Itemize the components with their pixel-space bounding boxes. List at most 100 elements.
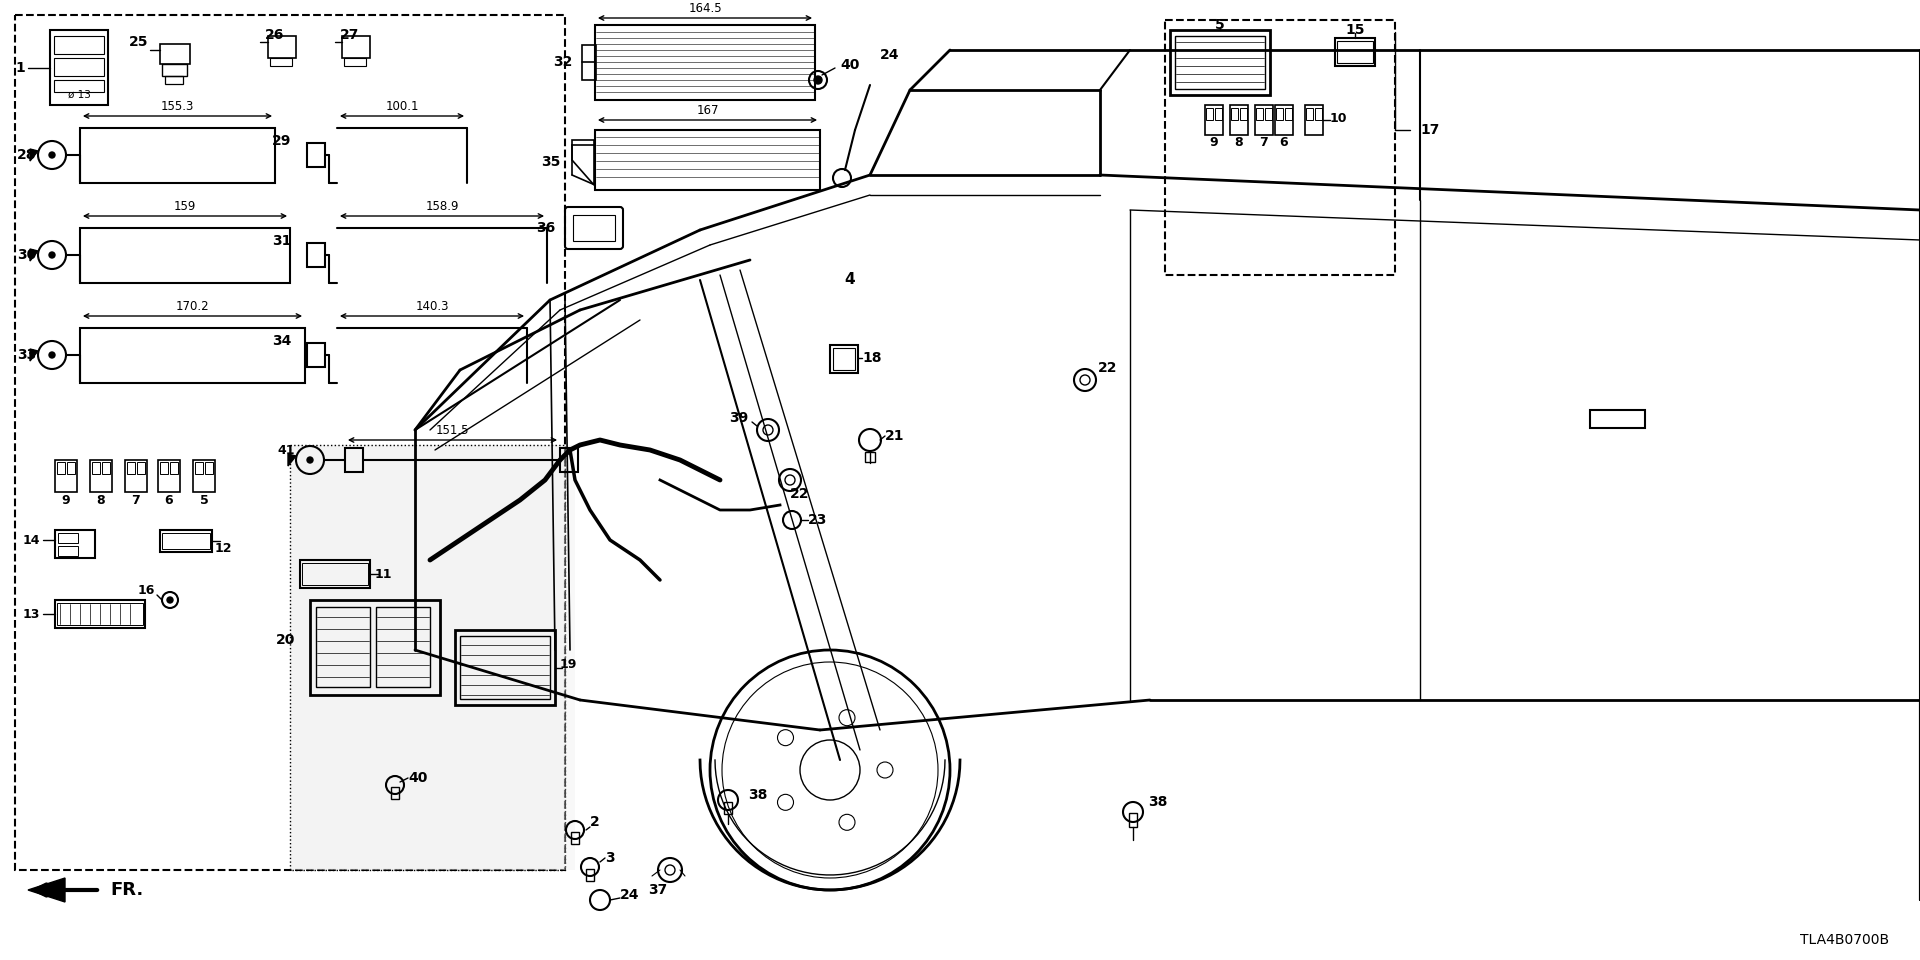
Bar xyxy=(1206,108,1213,120)
Text: 158.9: 158.9 xyxy=(424,200,459,212)
Text: 26: 26 xyxy=(265,28,284,42)
Text: 6: 6 xyxy=(165,493,173,507)
Bar xyxy=(1336,41,1373,63)
Text: 14: 14 xyxy=(23,534,40,546)
Text: 8: 8 xyxy=(96,493,106,507)
Text: 38: 38 xyxy=(1148,795,1167,809)
Bar xyxy=(102,462,109,474)
Bar xyxy=(586,869,593,881)
Bar xyxy=(1165,20,1396,275)
Circle shape xyxy=(814,76,822,84)
Text: 22: 22 xyxy=(1098,361,1117,375)
Text: 5: 5 xyxy=(200,493,209,507)
Bar xyxy=(127,462,134,474)
Bar xyxy=(307,143,324,167)
Bar xyxy=(1334,38,1375,66)
Text: ø 13: ø 13 xyxy=(67,90,90,100)
Bar xyxy=(1590,410,1645,428)
Bar xyxy=(92,462,100,474)
Text: 159: 159 xyxy=(175,200,196,212)
Text: 33: 33 xyxy=(17,348,36,362)
Text: 28: 28 xyxy=(17,148,36,162)
Bar xyxy=(1129,813,1137,827)
Bar xyxy=(564,445,574,870)
Text: 40: 40 xyxy=(841,58,860,72)
Bar xyxy=(1240,108,1246,120)
Bar xyxy=(1206,105,1223,135)
Text: 29: 29 xyxy=(273,134,292,148)
Bar xyxy=(309,600,440,695)
Text: 155.3: 155.3 xyxy=(161,100,194,112)
Bar xyxy=(196,462,204,474)
Bar xyxy=(81,328,305,383)
Bar xyxy=(54,58,104,76)
Bar xyxy=(724,802,732,814)
Text: 140.3: 140.3 xyxy=(415,300,449,313)
Bar xyxy=(50,30,108,105)
Text: 7: 7 xyxy=(1260,135,1269,149)
Bar xyxy=(595,130,820,190)
Bar xyxy=(344,58,367,66)
Bar xyxy=(346,448,363,472)
Bar xyxy=(1306,108,1313,120)
Bar xyxy=(829,345,858,373)
Bar xyxy=(1215,108,1221,120)
Circle shape xyxy=(50,152,56,158)
Bar xyxy=(392,787,399,799)
Bar xyxy=(572,215,614,241)
Polygon shape xyxy=(31,249,38,261)
Bar xyxy=(290,445,564,870)
Bar xyxy=(1277,108,1283,120)
Bar xyxy=(56,600,146,628)
Text: 25: 25 xyxy=(129,35,148,49)
Bar xyxy=(56,530,94,558)
Bar xyxy=(161,64,186,76)
Text: 35: 35 xyxy=(541,155,561,169)
Circle shape xyxy=(50,252,56,258)
Bar xyxy=(171,462,179,474)
Bar xyxy=(54,80,104,92)
Bar xyxy=(570,832,580,844)
Bar xyxy=(125,460,148,492)
Bar xyxy=(1175,36,1265,89)
Bar xyxy=(271,58,292,66)
Bar xyxy=(455,630,555,705)
Text: 2: 2 xyxy=(589,815,599,829)
Text: 170.2: 170.2 xyxy=(177,300,209,313)
Bar xyxy=(1284,108,1292,120)
Text: 24: 24 xyxy=(879,48,900,62)
Bar xyxy=(307,343,324,367)
Bar xyxy=(866,452,876,462)
Text: 24: 24 xyxy=(620,888,639,902)
Text: 27: 27 xyxy=(340,28,359,42)
Bar xyxy=(301,563,369,585)
Text: 13: 13 xyxy=(23,608,40,620)
Bar xyxy=(81,128,275,183)
Bar xyxy=(1231,108,1238,120)
Text: 17: 17 xyxy=(1421,123,1440,137)
Bar xyxy=(205,462,213,474)
Text: 9: 9 xyxy=(1210,135,1219,149)
Text: FR.: FR. xyxy=(109,881,144,899)
Text: 100.1: 100.1 xyxy=(386,100,419,112)
Text: 21: 21 xyxy=(885,429,904,443)
Circle shape xyxy=(307,457,313,463)
Text: 12: 12 xyxy=(215,541,232,555)
Bar xyxy=(833,348,854,370)
Text: 9: 9 xyxy=(61,493,71,507)
Bar xyxy=(269,36,296,58)
Circle shape xyxy=(167,597,173,603)
Bar xyxy=(1315,108,1323,120)
Bar xyxy=(54,36,104,54)
Bar xyxy=(58,546,79,556)
Text: 37: 37 xyxy=(649,883,668,897)
Bar xyxy=(15,15,564,870)
Bar xyxy=(165,76,182,84)
Bar xyxy=(58,603,142,625)
Text: 20: 20 xyxy=(276,633,296,647)
Text: 23: 23 xyxy=(808,513,828,527)
Text: 18: 18 xyxy=(862,351,881,365)
Bar xyxy=(90,460,111,492)
Text: 30: 30 xyxy=(17,248,36,262)
Polygon shape xyxy=(31,349,38,361)
